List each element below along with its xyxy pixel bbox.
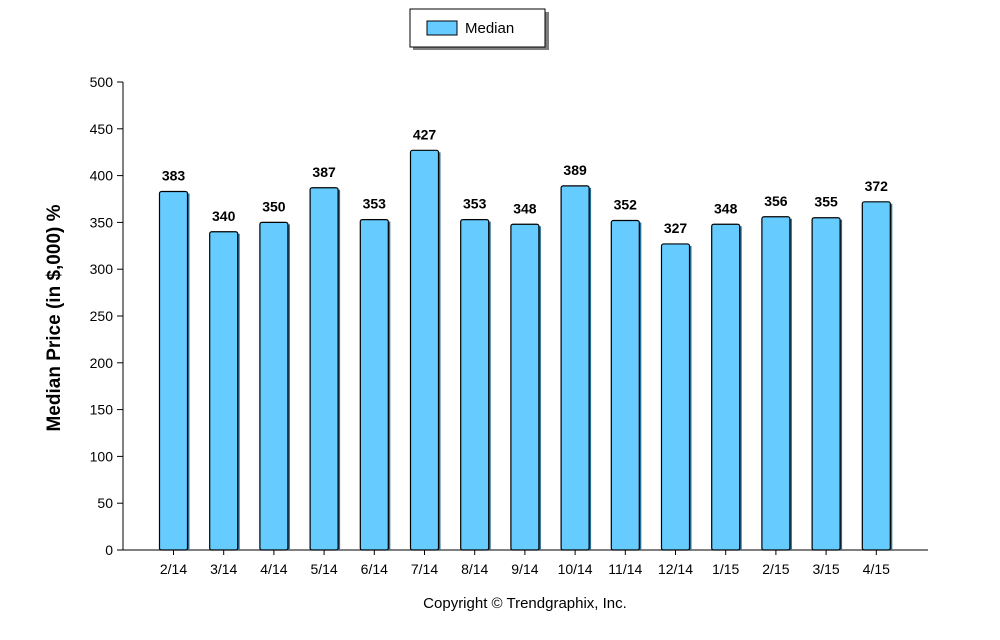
x-tick-label: 10/14	[558, 561, 593, 577]
x-tick-label: 12/14	[658, 561, 693, 577]
copyright-text: Copyright © Trendgraphix, Inc.	[423, 595, 627, 612]
bar	[409, 149, 440, 551]
legend-swatch	[426, 20, 458, 36]
bar	[610, 219, 640, 551]
data-label: 353	[363, 196, 387, 212]
y-tick-label: 300	[90, 261, 114, 277]
x-tick-label: 1/15	[712, 561, 739, 577]
bar	[660, 243, 691, 551]
bars: 383 340 350 387 353 427 353 348 389 352 327 348 356 3…	[158, 126, 893, 551]
data-label: 352	[614, 197, 638, 213]
y-tick-label: 150	[90, 402, 114, 418]
y-tick-label: 0	[105, 542, 113, 558]
legend-label: Median	[465, 20, 514, 37]
data-label: 355	[814, 194, 838, 210]
x-tick-label: 6/14	[361, 561, 388, 577]
x-tick-label: 4/15	[863, 561, 890, 577]
x-tick-label: 8/14	[461, 561, 488, 577]
data-label: 327	[664, 220, 688, 236]
y-tick-label: 50	[97, 495, 113, 511]
x-tick-label: 4/14	[260, 561, 287, 577]
x-tick-label: 5/14	[310, 561, 337, 577]
bar	[510, 223, 540, 551]
data-label: 350	[262, 198, 286, 214]
bar	[359, 218, 389, 551]
y-tick-label: 200	[90, 355, 114, 371]
y-ticks: 0 50 100 150 200 250 300 350 400 450 500	[90, 74, 123, 558]
data-label: 348	[513, 200, 537, 216]
y-tick-label: 250	[90, 308, 114, 324]
data-label: 353	[463, 196, 487, 212]
x-tick-label: 9/14	[511, 561, 538, 577]
data-label: 372	[865, 178, 889, 194]
x-tick-label: 3/15	[812, 561, 839, 577]
data-label: 389	[563, 162, 587, 178]
x-ticks: 2/14 3/14 4/14 5/14 6/14 7/14 8/14 9/14 10/14 11/…	[160, 550, 890, 577]
x-tick-label: 7/14	[411, 561, 438, 577]
y-axis-title: Median Price (in $,000) %	[44, 204, 65, 431]
x-tick-label: 2/14	[160, 561, 187, 577]
x-tick-label: 2/15	[762, 561, 789, 577]
bar	[259, 221, 289, 551]
bar	[761, 216, 791, 551]
data-label: 427	[413, 126, 437, 142]
y-tick-label: 100	[90, 448, 114, 464]
data-label: 387	[312, 164, 336, 180]
bar	[560, 185, 590, 551]
bar	[209, 231, 239, 551]
legend: Median	[409, 8, 549, 50]
x-tick-label: 11/14	[608, 561, 642, 577]
bar	[811, 217, 841, 551]
y-tick-label: 500	[90, 74, 114, 90]
bar	[158, 190, 189, 551]
bar	[861, 201, 891, 551]
x-tick-label: 3/14	[210, 561, 237, 577]
bar	[711, 223, 741, 551]
data-label: 383	[162, 168, 186, 184]
y-tick-label: 450	[90, 121, 114, 137]
data-label: 340	[212, 208, 236, 224]
bar	[309, 187, 339, 551]
bar	[460, 218, 490, 551]
y-tick-label: 350	[90, 214, 114, 230]
data-label: 348	[714, 200, 738, 216]
y-tick-label: 400	[90, 168, 114, 184]
data-label: 356	[764, 193, 788, 209]
